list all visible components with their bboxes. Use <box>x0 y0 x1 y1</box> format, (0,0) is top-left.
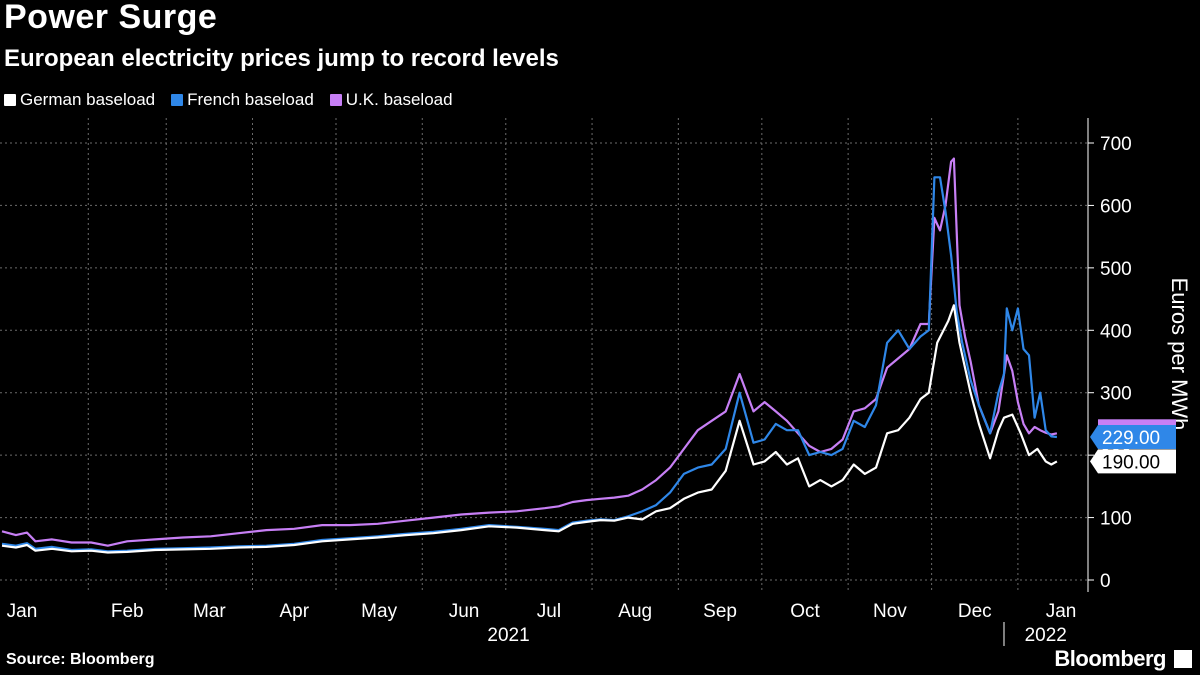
x-tick-label: Apr <box>279 601 309 622</box>
year-label: 2021 <box>487 625 529 646</box>
x-tick-label: Oct <box>790 601 820 622</box>
last-value-text-german: 190.00 <box>1102 452 1160 473</box>
legend-label-uk: U.K. baseload <box>345 90 453 109</box>
legend-item-uk: U.K. baseload <box>329 90 453 110</box>
y-tick-label: 300 <box>1100 384 1132 405</box>
legend-swatch-uk <box>329 94 342 106</box>
y-tick-label: 100 <box>1100 509 1132 530</box>
legend-label-german: German baseload <box>20 90 156 109</box>
last-value-label-german: 190.00 <box>1090 449 1176 474</box>
series-line-french <box>1 176 1058 553</box>
x-tick-label: Nov <box>873 601 907 622</box>
legend-swatch-french <box>171 94 184 106</box>
bloomberg-wordmark: Bloomberg <box>1054 646 1166 671</box>
x-tick-label: Jul <box>537 601 561 622</box>
x-tick-label: Jan <box>1046 601 1077 622</box>
series-line-uk <box>1 157 1058 547</box>
legend-item-german: German baseload <box>4 90 155 110</box>
x-tick-label: Jun <box>449 601 480 622</box>
last-value-tag-uk <box>1098 419 1176 426</box>
x-tick-label: Dec <box>958 601 992 622</box>
last-value-tag-french <box>1090 425 1176 450</box>
x-tick-label: Jan <box>7 601 38 622</box>
y-tick-label: 500 <box>1100 259 1132 280</box>
y-tick-label: 400 <box>1100 321 1132 342</box>
last-value-text-french: 229.00 <box>1102 428 1160 449</box>
chart-legend: German baseload French baseload U.K. bas… <box>4 90 453 110</box>
series-line-german <box>1 304 1058 554</box>
chart-subtitle: European electricity prices jump to reco… <box>4 45 559 72</box>
x-tick-label: Mar <box>193 601 226 622</box>
legend-item-french: French baseload <box>171 90 314 110</box>
y-tick-label: 700 <box>1100 134 1132 155</box>
y-tick-label: 0 <box>1100 571 1111 592</box>
x-tick-label: May <box>361 601 397 622</box>
legend-label-french: French baseload <box>187 90 314 109</box>
bloomberg-logo-icon <box>1174 650 1192 668</box>
legend-swatch-german <box>4 94 16 106</box>
source-note: Source: Bloomberg <box>6 651 155 668</box>
x-tick-label: Sep <box>703 601 737 622</box>
x-tick-label: Aug <box>618 601 652 622</box>
last-value-label-french: 229.00 <box>1090 425 1176 450</box>
y-axis-title: Euros per MWh <box>1167 278 1192 431</box>
chart-title: Power Surge <box>4 0 218 36</box>
last-value-tag-german <box>1090 449 1176 474</box>
year-label: 2022 <box>1025 625 1067 646</box>
x-tick-label: Feb <box>111 601 144 622</box>
y-tick-label: 600 <box>1100 196 1132 217</box>
